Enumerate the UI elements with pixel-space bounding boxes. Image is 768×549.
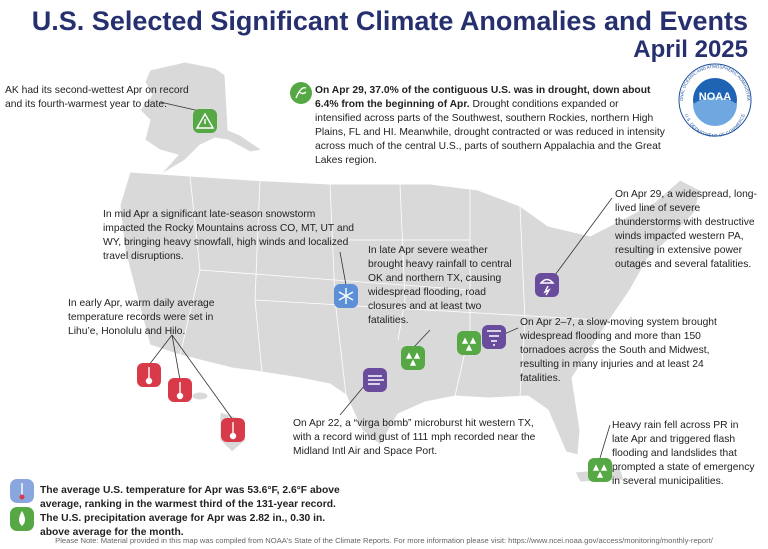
annotation: On Apr 22, a “virga bomb” microburst hit… (293, 418, 536, 457)
rain-icon (457, 331, 481, 355)
connector (599, 424, 611, 459)
thunder-icon (535, 273, 559, 297)
annotation: In early Apr, warm daily average tempera… (68, 298, 215, 337)
drought-text: Drought conditions expanded or intensifi… (315, 99, 665, 166)
drought-annotation: On Apr 29, 37.0% of the contiguous U.S. … (315, 84, 665, 168)
precipitation-icon (10, 507, 34, 531)
tornado-icon (482, 325, 506, 349)
temperature-icon (10, 479, 34, 503)
connector (171, 334, 181, 381)
summary: The average U.S. temperature for Apr was… (40, 485, 340, 538)
wind-icon (363, 368, 387, 392)
logo-name: NOAA (699, 91, 731, 103)
annotation: In mid Apr a significant late-season sno… (103, 209, 355, 262)
annotation: In late Apr severe weather brought heavy… (368, 245, 512, 326)
rain-icon (588, 458, 612, 482)
contiguous-us (119, 171, 701, 456)
warning-icon (193, 109, 217, 133)
hawaii-island (191, 391, 209, 401)
connector (339, 251, 347, 286)
snow-icon (334, 284, 358, 308)
connector (148, 334, 173, 366)
connector (554, 197, 613, 276)
subtitle: April 2025 (633, 36, 748, 63)
connector (412, 329, 431, 349)
title: U.S. Selected Significant Climate Anomal… (31, 6, 748, 36)
annotation: On Apr 2–7, a slow-moving system brought… (520, 317, 717, 384)
icons (10, 82, 612, 531)
connectors (148, 101, 613, 459)
rain-icon (401, 346, 425, 370)
annotation: AK had its second-wettest Apr on record … (5, 85, 189, 110)
connector (171, 334, 234, 421)
connector (339, 384, 366, 416)
thermometer-icon (168, 378, 192, 402)
annotation: Heavy rain fell across PR in late Apr an… (612, 420, 755, 487)
thermometer-icon (221, 418, 245, 442)
thermometer-icon (137, 363, 161, 387)
annotation: On Apr 29, a widespread, long-lived line… (615, 189, 757, 270)
drought-icon (290, 82, 312, 104)
drought-bold: On Apr 29, 37.0% of the contiguous U.S. … (315, 85, 651, 110)
logo-wave (693, 97, 737, 126)
footer-note: Please Note: Material provided in this m… (55, 536, 713, 545)
